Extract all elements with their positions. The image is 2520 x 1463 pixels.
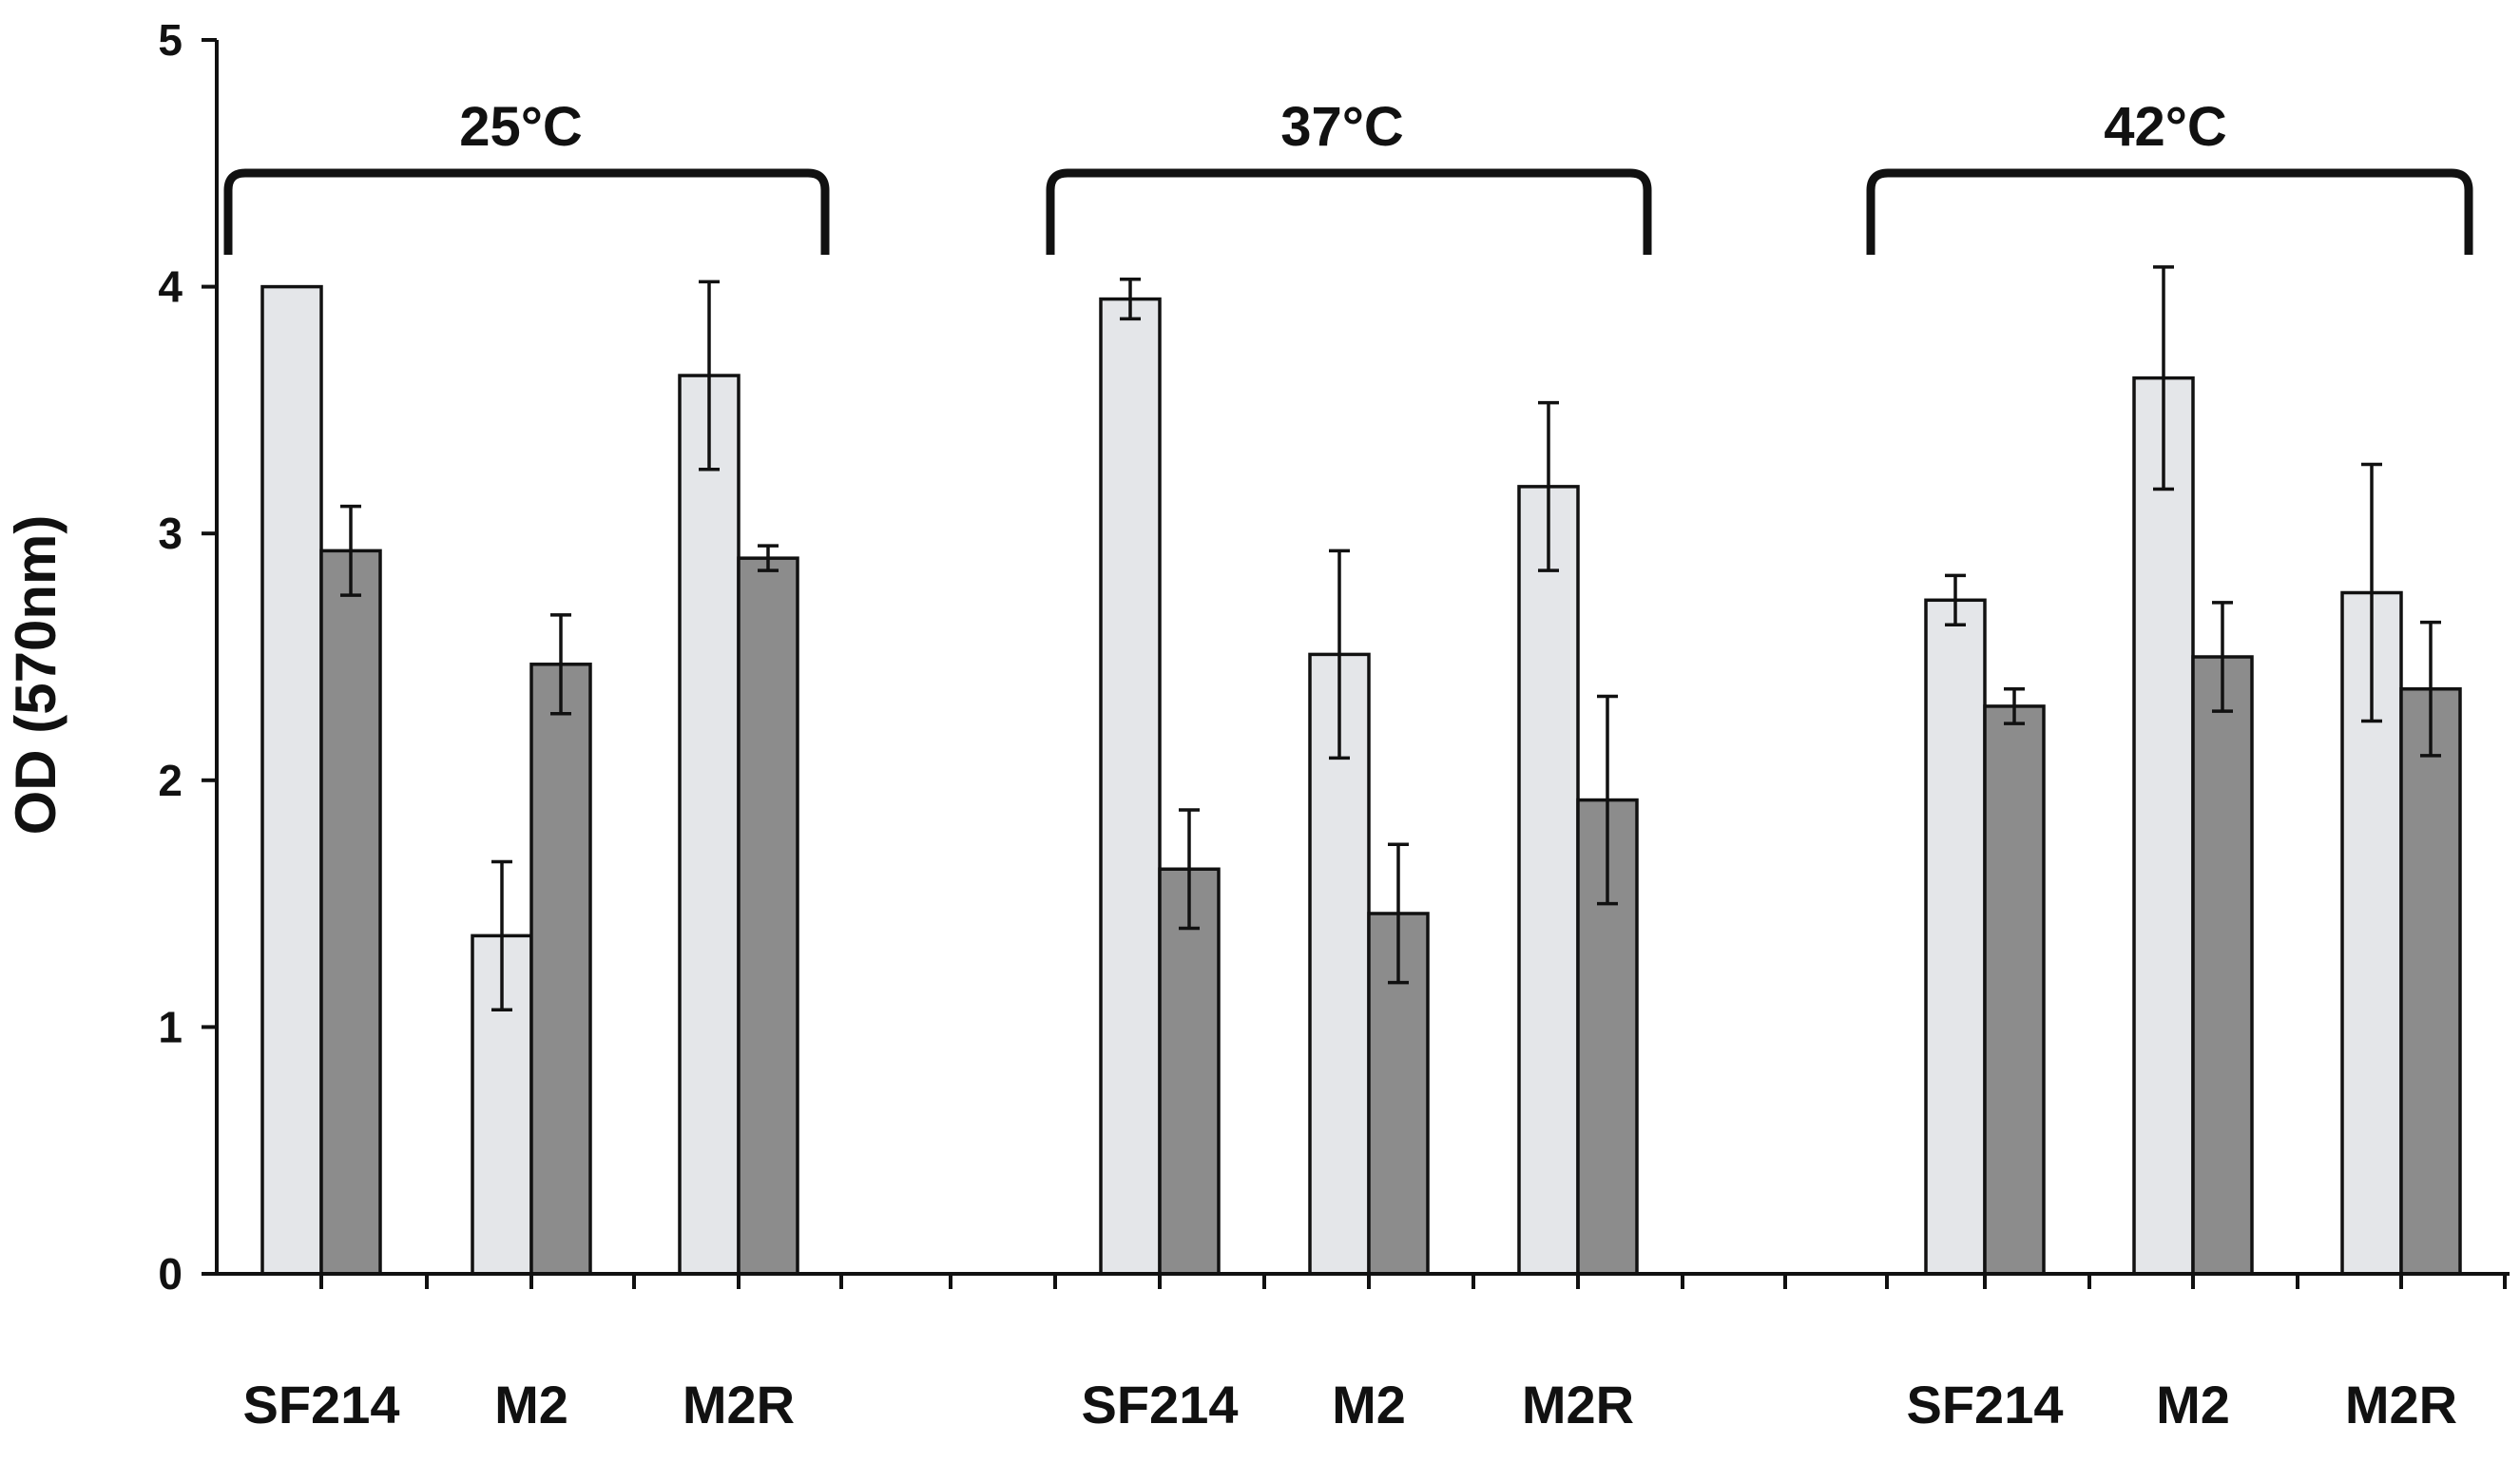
category-label: M2R [683,1375,795,1434]
bar-dark-m2-3 [2191,655,2254,1276]
group-brackets-layer [223,168,2473,255]
y-tick-label: 2 [158,756,183,805]
bar-light-m2r-2 [1517,485,1580,1276]
category-label: M2 [2156,1375,2230,1434]
group-label: 25°C [459,96,583,158]
bar-light-sf214-1 [260,284,323,1276]
category-label: SF214 [1907,1375,2064,1434]
bar-light-m2-3 [2132,375,2195,1276]
bar-dark-sf214-2 [1158,867,1221,1276]
category-label: M2R [1522,1375,1634,1434]
group-bracket [1866,168,2473,255]
bar-dark-m2r-1 [737,556,799,1276]
y-tick-label: 5 [158,15,183,65]
y-tick-label: 0 [158,1249,183,1299]
bar-light-m2r-1 [678,374,741,1276]
y-axis-title: OD (570nm) [4,515,67,836]
bar-light-sf214-3 [1924,598,1987,1276]
bar-dark-sf214-1 [319,549,382,1276]
category-label: M2 [1332,1375,1406,1434]
group-bracket [1046,168,1652,255]
group-label: 42°C [2104,96,2227,158]
y-tick-label: 1 [158,1002,183,1051]
axes-layer [202,38,2510,1289]
bar-light-sf214-2 [1099,297,1162,1276]
category-label: SF214 [243,1375,400,1434]
group-bracket [223,168,830,255]
group-label: 37°C [1280,96,1404,158]
category-label: M2 [494,1375,568,1434]
category-label: M2R [2345,1375,2457,1434]
category-label: SF214 [1082,1375,1239,1434]
bar-dark-sf214-3 [1983,704,2046,1276]
y-tick-label: 4 [158,262,183,312]
y-tick-label: 3 [158,509,183,558]
bars-layer [260,284,2462,1276]
bar-dark-m2-1 [529,663,592,1276]
error-bars-layer [340,265,2441,1011]
labels-layer: 0 1 2 3 4 5 SF214 M2 M2R 25°C SF214 M2 M2R 37°C SF214 M… [158,15,2457,1434]
bar-dark-m2-2 [1367,912,1430,1276]
bar-dark-m2r-3 [2399,686,2462,1276]
